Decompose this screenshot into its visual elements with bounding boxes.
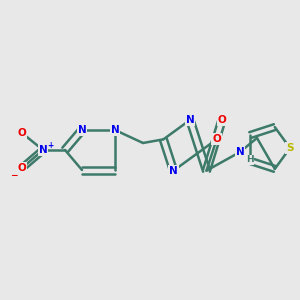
Text: H: H — [246, 155, 254, 164]
Text: S: S — [286, 143, 294, 153]
Text: −: − — [10, 170, 18, 179]
Text: N: N — [78, 125, 86, 135]
Text: N: N — [39, 145, 47, 155]
Text: +: + — [47, 140, 53, 149]
Text: O: O — [218, 115, 226, 125]
Text: O: O — [18, 163, 26, 173]
Text: N: N — [236, 147, 244, 157]
Text: N: N — [111, 125, 119, 135]
Text: N: N — [169, 166, 178, 176]
Text: O: O — [18, 128, 26, 138]
Text: N: N — [186, 115, 194, 125]
Text: O: O — [212, 134, 221, 144]
